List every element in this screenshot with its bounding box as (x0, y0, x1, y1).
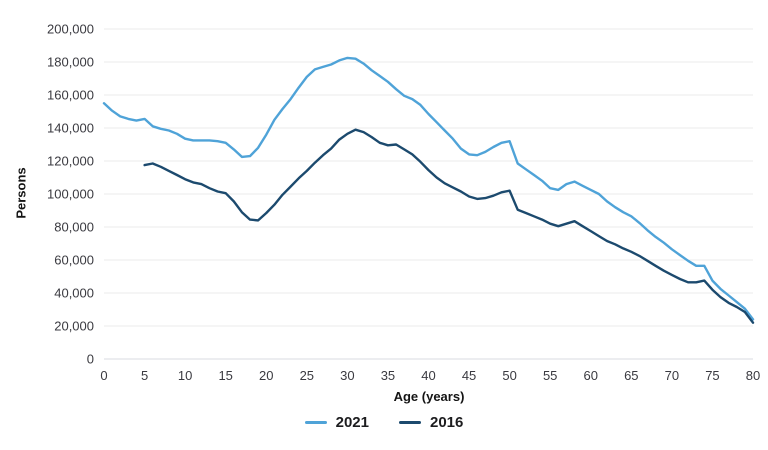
legend-swatch-2016 (399, 421, 421, 424)
series-line-2021 (102, 56, 755, 321)
legend-item-2016: 2016 (399, 414, 463, 431)
y-tick-label: 180,000 (47, 55, 94, 70)
y-tick-label: 140,000 (47, 121, 94, 136)
legend-swatch-2021 (304, 421, 327, 424)
x-tick-label: 45 (462, 368, 476, 383)
x-tick-label: 60 (584, 368, 598, 383)
x-tick-label: 80 (746, 368, 760, 383)
x-tick-label: 65 (624, 368, 638, 383)
x-tick-label: 20 (259, 368, 273, 383)
y-tick-label: 100,000 (47, 187, 94, 202)
legend-item-2021: 2021 (304, 414, 369, 431)
x-tick-label: 25 (300, 368, 314, 383)
y-tick-label: 160,000 (47, 88, 94, 103)
legend-label-2021: 2021 (335, 414, 369, 431)
y-tick-label: 120,000 (47, 154, 94, 169)
x-tick-label: 40 (421, 368, 435, 383)
y-tick-label: 20,000 (54, 319, 94, 334)
x-tick-label: 75 (705, 368, 719, 383)
x-tick-label: 10 (178, 368, 192, 383)
x-tick-label: 70 (665, 368, 679, 383)
chart-legend: 2021 2016 (0, 414, 768, 431)
y-tick-label: 60,000 (54, 253, 94, 268)
series-line-2016 (143, 128, 755, 324)
y-tick-label: 200,000 (47, 22, 94, 37)
x-tick-label: 15 (218, 368, 232, 383)
x-tick-label: 55 (543, 368, 557, 383)
x-tick-label: 30 (340, 368, 354, 383)
x-tick-label: 50 (502, 368, 516, 383)
x-axis-title: Age (years) (393, 389, 465, 404)
y-tick-label: 80,000 (54, 220, 94, 235)
legend-label-2016: 2016 (430, 414, 464, 431)
y-tick-label: 0 (87, 352, 94, 367)
y-axis-title: Persons (13, 167, 29, 219)
x-tick-label: 0 (100, 368, 107, 383)
y-tick-label: 40,000 (54, 286, 94, 301)
x-tick-label: 35 (381, 368, 395, 383)
x-tick-label: 5 (141, 368, 148, 383)
